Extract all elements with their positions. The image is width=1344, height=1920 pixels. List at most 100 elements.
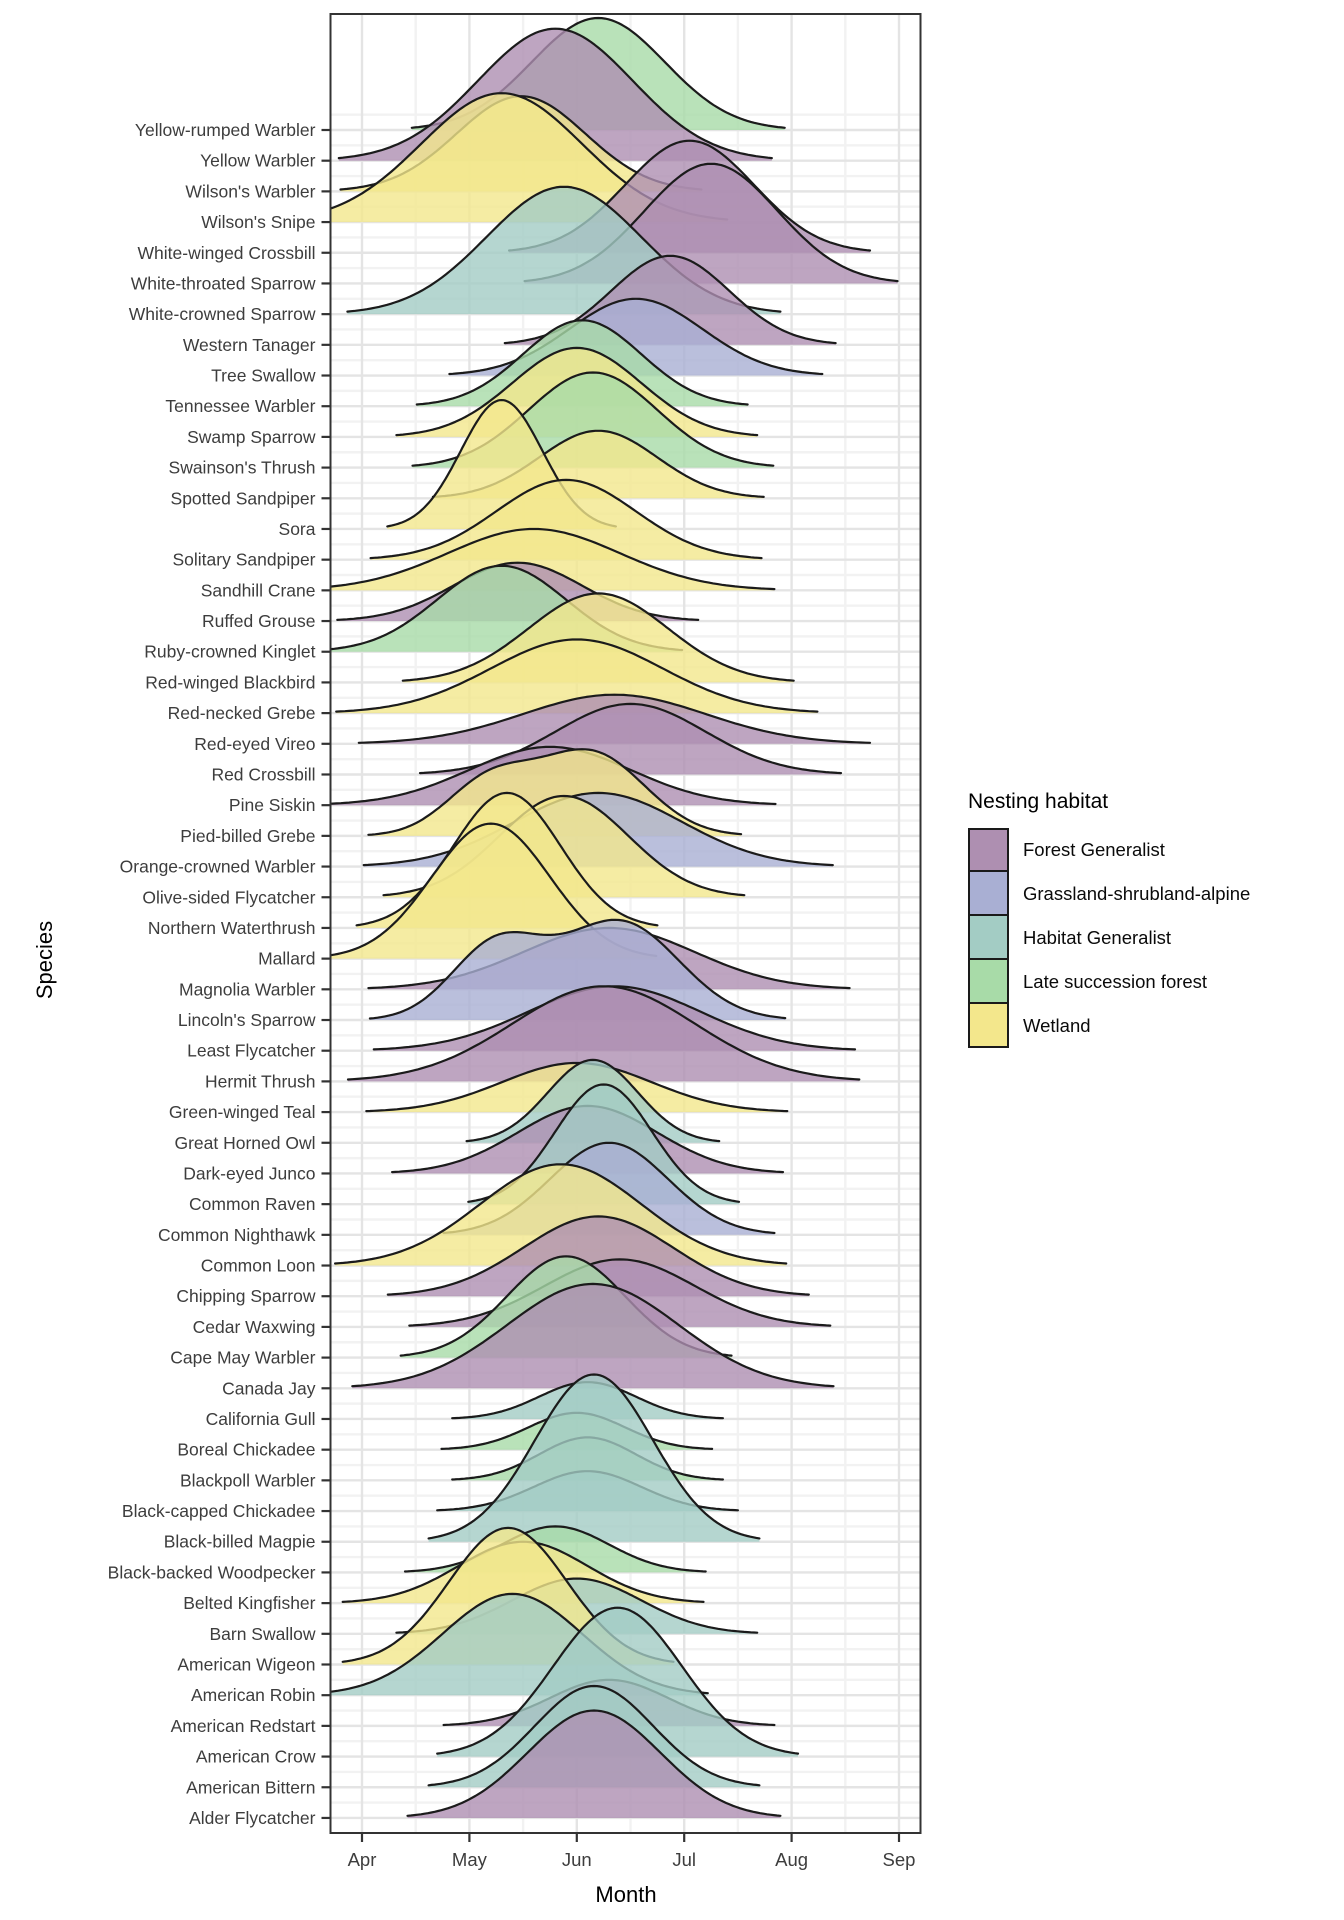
ridge-canada-jay bbox=[351, 1282, 835, 1389]
y-tick-label: Wilson's Snipe bbox=[201, 212, 315, 232]
x-tick-label: Apr bbox=[348, 1849, 377, 1870]
legend-item-label: Forest Generalist bbox=[1023, 839, 1165, 860]
ridge-outline bbox=[357, 693, 872, 744]
ridge-area bbox=[352, 1283, 834, 1389]
ridge-area bbox=[330, 823, 657, 959]
y-axis-title: Species bbox=[32, 920, 58, 1000]
ridge-outline bbox=[346, 985, 861, 1081]
ridge-outline bbox=[448, 297, 824, 376]
ridge-black-billed-magpie bbox=[427, 1373, 761, 1542]
y-tick-label: Pine Siskin bbox=[229, 795, 316, 815]
y-tick-label: Ruffed Grouse bbox=[202, 611, 316, 631]
legend-item-label: Grassland-shrubland-alpine bbox=[1023, 883, 1251, 904]
y-tick-label: Chipping Sparrow bbox=[176, 1286, 315, 1306]
ridge-outline bbox=[395, 346, 759, 437]
ridge-outline bbox=[408, 1258, 832, 1327]
y-tick-label: American Redstart bbox=[171, 1716, 316, 1736]
y-tick-label: Black-billed Magpie bbox=[164, 1532, 316, 1552]
y-tick-label: American Robin bbox=[191, 1685, 316, 1705]
y-tick-label: Lincoln's Sparrow bbox=[178, 1010, 316, 1030]
y-tick-label: Red-eyed Vireo bbox=[194, 734, 315, 754]
ridge-outline bbox=[386, 1215, 810, 1296]
ridge-outline bbox=[369, 478, 763, 560]
y-tick-label: Red-winged Blackbird bbox=[145, 672, 315, 692]
ridge-area bbox=[407, 1710, 781, 1818]
ridge-outline bbox=[427, 1684, 761, 1787]
y-tick-label: Barn Swallow bbox=[209, 1624, 315, 1644]
y-tick-label: White-crowned Sparrow bbox=[129, 304, 316, 324]
y-tick-label: Red-necked Grebe bbox=[168, 703, 316, 723]
y-tick-label: American Wigeon bbox=[177, 1655, 315, 1675]
ridge-area bbox=[387, 1216, 809, 1297]
y-tick-label: Mallard bbox=[258, 949, 315, 969]
ridge-area bbox=[402, 593, 794, 683]
legend-item: Wetland bbox=[968, 1004, 1340, 1048]
ridge-alder-flycatcher bbox=[406, 1709, 782, 1818]
y-tick-label: Orange-crowned Warbler bbox=[120, 857, 316, 877]
legend-item-label: Wetland bbox=[1023, 1015, 1091, 1036]
y-tick-label: Yellow-rumped Warbler bbox=[135, 120, 316, 140]
y-tick-label: Hermit Thrush bbox=[205, 1071, 316, 1091]
y-tick-label: American Crow bbox=[196, 1747, 316, 1767]
y-tick-label: Olive-sided Flycatcher bbox=[142, 887, 315, 907]
legend-swatch bbox=[968, 916, 1009, 960]
x-tick-label: Jun bbox=[562, 1849, 592, 1870]
legend-item-label: Habitat Generalist bbox=[1023, 927, 1172, 948]
y-tick-label: California Gull bbox=[206, 1409, 316, 1429]
y-tick-label: White-winged Crossbill bbox=[138, 243, 316, 263]
ridge-outline bbox=[330, 527, 776, 591]
legend-swatch bbox=[968, 872, 1009, 916]
y-tick-label: Swainson's Thrush bbox=[169, 458, 316, 478]
y-tick-label: Yellow Warbler bbox=[200, 151, 316, 171]
y-tick-label: Dark-eyed Junco bbox=[183, 1163, 315, 1183]
x-axis: Apr May Jun Jul Aug Sep bbox=[348, 1833, 916, 1870]
ridge-area bbox=[369, 919, 786, 1020]
ridge-outline bbox=[427, 1373, 761, 1540]
ridge-outline bbox=[403, 1525, 707, 1573]
ridge-outline bbox=[330, 745, 777, 806]
ridge-outline bbox=[368, 918, 787, 1020]
y-tick-label: Spotted Sandpiper bbox=[171, 488, 316, 508]
ridge-area bbox=[330, 529, 775, 591]
x-tick-label: Jul bbox=[672, 1849, 696, 1870]
legend-item: Forest Generalist bbox=[968, 828, 1340, 872]
y-tick-label: Common Loon bbox=[201, 1256, 316, 1276]
y-tick-label: Ruby-crowned Kinglet bbox=[144, 642, 315, 662]
ridge-outline bbox=[334, 1163, 788, 1265]
y-axis: Yellow-rumped Warbler Yellow Warbler Wilso… bbox=[108, 120, 331, 1828]
ridge-outline bbox=[401, 592, 795, 682]
ridge-lincoln-s-sparrow bbox=[368, 918, 787, 1020]
ridge-common-loon bbox=[334, 1163, 788, 1266]
y-tick-label: Cape May Warbler bbox=[170, 1348, 315, 1368]
y-tick-label: Alder Flycatcher bbox=[189, 1808, 316, 1828]
y-tick-label: Great Horned Owl bbox=[174, 1133, 315, 1153]
x-axis-title: Month bbox=[595, 1882, 657, 1907]
legend: Nesting habitat Forest Generalist Grassla… bbox=[968, 790, 1340, 1048]
y-tick-label: Canada Jay bbox=[222, 1378, 316, 1398]
y-tick-label: Boreal Chickadee bbox=[177, 1440, 315, 1460]
ridge-area bbox=[335, 1164, 787, 1266]
ridges bbox=[330, 16, 899, 1818]
y-tick-label: Common Raven bbox=[189, 1194, 315, 1214]
y-tick-label: Northern Waterthrush bbox=[148, 918, 316, 938]
y-tick-label: Blackpoll Warbler bbox=[180, 1470, 316, 1490]
x-tick-label: May bbox=[452, 1849, 488, 1870]
ridge-outline bbox=[415, 319, 749, 406]
ridge-chipping-sparrow bbox=[386, 1215, 810, 1297]
ridge-area bbox=[428, 1374, 760, 1542]
ridge-outline bbox=[337, 27, 773, 160]
legend-swatch bbox=[968, 828, 1009, 872]
y-tick-label: Cedar Waxwing bbox=[193, 1317, 316, 1337]
y-tick-label: Sora bbox=[279, 519, 316, 539]
ridge-red-winged-blackbird bbox=[401, 592, 795, 683]
ridge-hermit-thrush bbox=[346, 985, 861, 1082]
legend-swatch bbox=[968, 960, 1009, 1004]
x-tick-label: Sep bbox=[883, 1849, 916, 1870]
legend-item: Grassland-shrubland-alpine bbox=[968, 872, 1340, 916]
legend-title: Nesting habitat bbox=[968, 790, 1109, 813]
ridge-outline bbox=[351, 1282, 835, 1388]
y-tick-label: Sandhill Crane bbox=[201, 580, 316, 600]
y-tick-label: Tree Swallow bbox=[211, 366, 316, 386]
